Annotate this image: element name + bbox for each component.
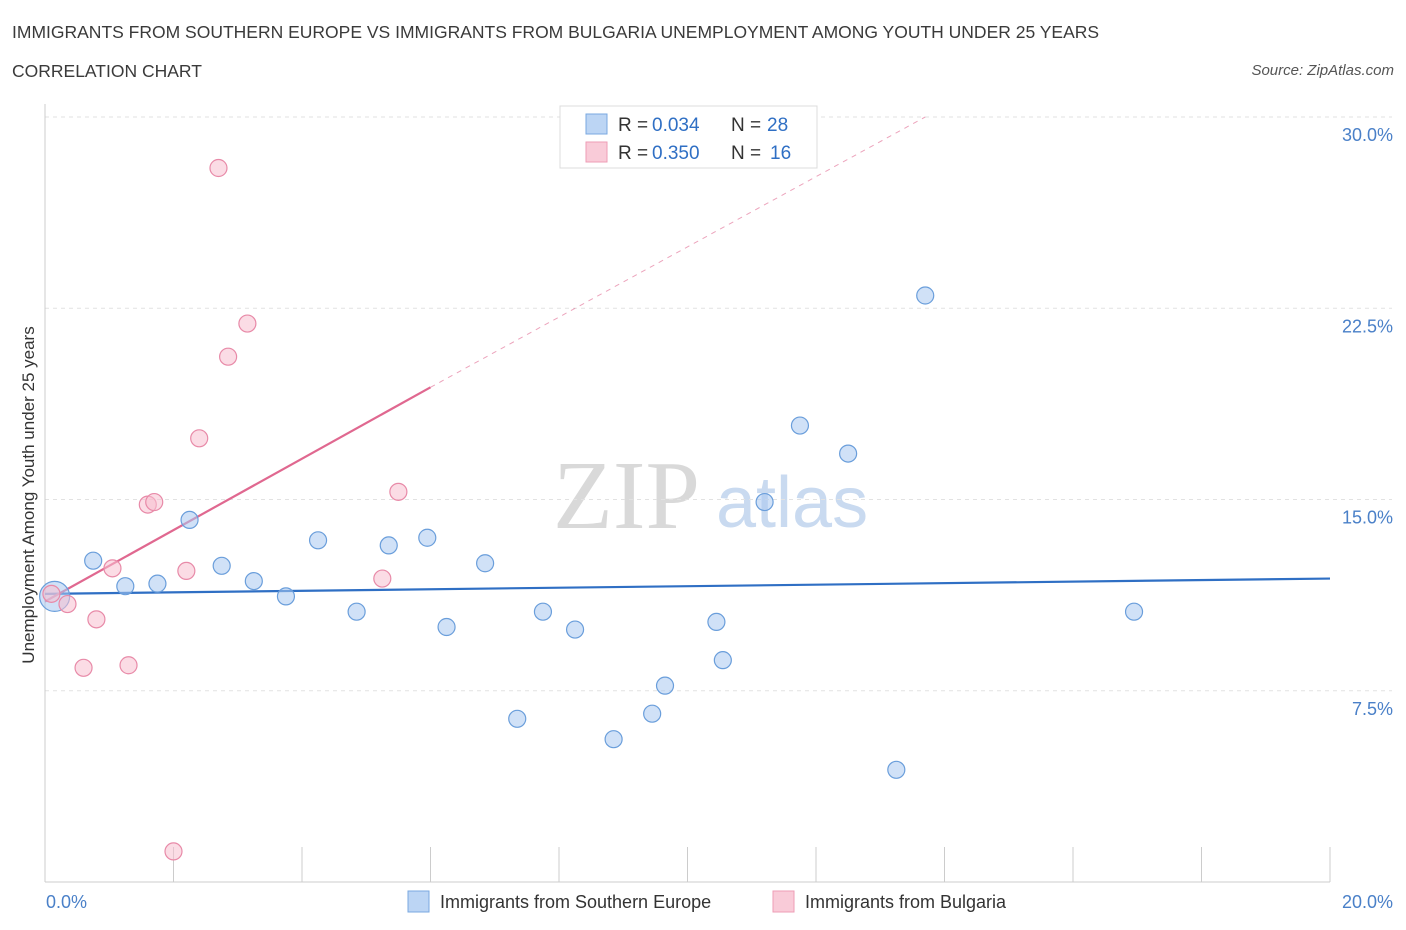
watermark: ZIP atlas (553, 442, 868, 550)
point-southern-europe (84, 551, 103, 570)
point-bulgaria (42, 584, 61, 603)
y-tick-label: 15.0% (1342, 508, 1393, 528)
point-bulgaria (164, 842, 183, 861)
x-tick-label-min: 0.0% (46, 892, 87, 912)
legend-r-value-southern-europe: 0.034 (652, 115, 700, 136)
legend-n-value-southern-europe: 28 (767, 115, 788, 136)
point-southern-europe (916, 286, 935, 305)
y-tick-label: 7.5% (1352, 699, 1393, 719)
grid (45, 116, 1392, 692)
point-southern-europe (655, 676, 675, 695)
point-southern-europe (1124, 602, 1144, 621)
data-points (39, 158, 1144, 861)
point-bulgaria (87, 610, 106, 629)
point-southern-europe (604, 730, 623, 749)
point-southern-europe (790, 416, 810, 435)
legend-r-label-bulgaria: R = (618, 143, 648, 164)
watermark-zip: ZIP (553, 442, 700, 550)
point-southern-europe (476, 554, 495, 573)
point-southern-europe (212, 556, 231, 575)
y-axis-label: Unemployment Among Youth under 25 years (19, 326, 38, 663)
point-bulgaria (145, 492, 164, 512)
point-bulgaria (190, 429, 209, 448)
bottom-legend-label-southern-europe: Immigrants from Southern Europe (440, 892, 711, 912)
point-bulgaria (219, 347, 238, 366)
y-tick-labels: 7.5% 15.0% 22.5% 30.0% (1342, 125, 1393, 719)
series-legend: Immigrants from Southern Europe Immigran… (407, 890, 1007, 913)
point-southern-europe (437, 617, 456, 637)
y-tick-label: 30.0% (1342, 125, 1393, 145)
bottom-legend-swatch-southern-europe (407, 890, 430, 913)
point-bulgaria (119, 656, 138, 675)
legend-n-label-southern-europe: N = (731, 115, 761, 136)
point-bulgaria (209, 158, 228, 178)
trend-line (44, 577, 1331, 595)
point-southern-europe (643, 704, 662, 723)
point-southern-europe (379, 536, 398, 555)
point-southern-europe (116, 577, 135, 596)
correlation-legend: R = 0.034 N = 28 R = 0.350 N = 16 (559, 105, 818, 169)
point-southern-europe (533, 602, 553, 621)
point-bulgaria (74, 658, 93, 677)
point-southern-europe (148, 574, 167, 593)
point-bulgaria (103, 559, 122, 578)
point-southern-europe (276, 587, 296, 606)
point-bulgaria (58, 594, 77, 614)
x-tick-labels: 0.0% 20.0% (46, 892, 1393, 912)
point-southern-europe (347, 602, 366, 621)
legend-n-label-bulgaria: N = (731, 143, 761, 164)
point-bulgaria (177, 561, 196, 581)
trend-line-extension (430, 116, 926, 388)
chart-title: IMMIGRANTS FROM SOUTHERN EUROPE VS IMMIG… (12, 22, 1100, 42)
x-tick-label-max: 20.0% (1342, 892, 1393, 912)
point-southern-europe (244, 571, 263, 591)
point-southern-europe (887, 760, 906, 779)
source-label: Source: ZipAtlas.com (1251, 62, 1394, 79)
point-southern-europe (755, 492, 774, 512)
point-bulgaria (373, 569, 392, 588)
point-southern-europe (707, 612, 726, 632)
point-southern-europe (713, 651, 732, 670)
bottom-legend-swatch-bulgaria (772, 890, 795, 913)
bottom-legend-label-bulgaria: Immigrants from Bulgaria (805, 892, 1007, 912)
legend-swatch-bulgaria (585, 141, 608, 163)
legend-swatch-southern-europe (585, 113, 608, 135)
chart-subtitle: CORRELATION CHART (12, 61, 202, 81)
legend-r-value-bulgaria: 0.350 (652, 143, 700, 164)
point-southern-europe (508, 709, 527, 728)
point-bulgaria (238, 314, 257, 333)
y-tick-label: 22.5% (1342, 316, 1393, 336)
point-southern-europe (418, 528, 437, 547)
point-southern-europe (308, 531, 328, 550)
point-southern-europe (565, 620, 585, 639)
point-bulgaria (389, 482, 408, 501)
trend-line (44, 386, 432, 603)
legend-r-label-southern-europe: R = (618, 115, 648, 136)
point-southern-europe (180, 510, 199, 530)
watermark-atlas: atlas (716, 463, 868, 543)
point-southern-europe (839, 444, 858, 463)
legend-n-value-bulgaria: 16 (770, 143, 791, 164)
